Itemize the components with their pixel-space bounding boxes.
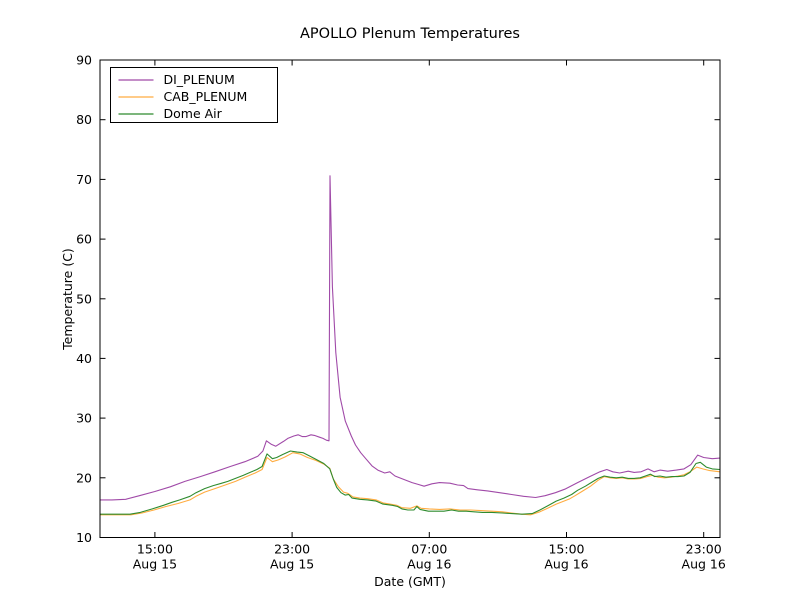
y-tick-label: 50	[76, 291, 92, 306]
chart-title: APOLLO Plenum Temperatures	[300, 26, 520, 42]
series-layer	[100, 175, 721, 516]
x-tick-label-date: Aug 16	[544, 557, 588, 572]
legend-label: CAB_PLENUM	[164, 89, 248, 104]
x-tick-label-date: Aug 15	[133, 557, 177, 572]
series-line-cab-plenum	[100, 452, 721, 516]
y-tick-label: 40	[76, 351, 92, 366]
series-line-di-plenum	[100, 175, 721, 501]
series-line-dome-air	[100, 450, 721, 515]
x-tick-label-date: Aug 16	[682, 557, 726, 572]
y-tick-label: 60	[76, 232, 92, 247]
x-tick-label-time: 23:00	[686, 542, 722, 557]
y-axis-label: Temperature (C)	[60, 248, 75, 351]
x-tick-label-time: 23:00	[274, 542, 310, 557]
x-tick-label-time: 15:00	[137, 542, 173, 557]
plot-frame	[99, 59, 721, 538]
legend: DI_PLENUM CAB_PLENUM Dome Air	[110, 67, 278, 123]
legend-label: DI_PLENUM	[164, 72, 235, 87]
y-tick-label: 20	[76, 470, 92, 485]
y-tick-label: 80	[76, 112, 92, 127]
y-tick-label: 90	[76, 53, 92, 68]
x-tick-label-time: 07:00	[411, 542, 447, 557]
x-tick-label-date: Aug 16	[407, 557, 451, 572]
x-tick-label-date: Aug 15	[270, 557, 314, 572]
y-tick-label: 30	[76, 411, 92, 426]
x-tick-label-time: 15:00	[548, 542, 584, 557]
ticks-layer	[100, 59, 720, 538]
y-tick-label: 10	[76, 530, 92, 545]
legend-label: Dome Air	[164, 106, 223, 121]
y-tick-label: 70	[76, 172, 92, 187]
x-axis-label: Date (GMT)	[374, 574, 446, 589]
legend-box	[110, 67, 278, 123]
